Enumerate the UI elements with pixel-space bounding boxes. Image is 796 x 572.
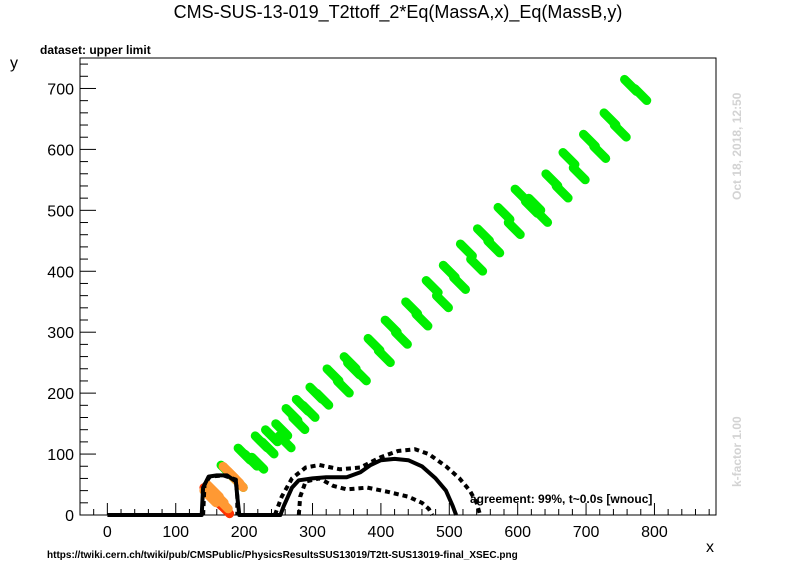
y-tick-label: 100 <box>47 447 74 464</box>
y-tick-label: 500 <box>47 203 74 220</box>
data-point <box>483 236 505 258</box>
contour-solid <box>107 456 458 517</box>
data-point <box>260 425 282 447</box>
plot-area: 0 100 200 300 400 500 600 700 800 0 100 200 300 400 50… <box>47 57 717 541</box>
plot-frame <box>79 57 717 516</box>
y-axis-label: y <box>10 55 18 72</box>
data-point <box>449 272 471 294</box>
data-point <box>421 276 443 297</box>
x-tick-label: 400 <box>368 524 395 541</box>
side-label-kfactor: k-factor 1.00 <box>730 416 744 487</box>
x-axis-label: x <box>706 539 714 556</box>
data-point <box>493 202 515 224</box>
y-tick-label: 400 <box>47 264 74 281</box>
agreement-annotation: agreement: 99%, t~0.0s [wnouc] <box>470 492 652 506</box>
data-point <box>349 364 371 386</box>
data-point <box>466 254 488 276</box>
data-point <box>431 291 453 313</box>
y-tick-label: 700 <box>47 81 74 98</box>
y-tick-label: 300 <box>47 325 74 342</box>
side-label-date: Oct 18, 2018, 12:50 <box>730 92 744 200</box>
y-tick-label: 600 <box>47 142 74 159</box>
data-point <box>211 492 233 514</box>
x-tick-label: 100 <box>162 524 189 541</box>
x-tick-label: 0 <box>103 524 112 541</box>
contour-dotted <box>201 473 240 516</box>
data-point <box>390 327 412 349</box>
data-point <box>274 431 296 453</box>
data-point <box>411 309 433 331</box>
data-point <box>568 163 590 185</box>
contour-dotted <box>273 447 483 516</box>
x-tick-label: 200 <box>231 524 258 541</box>
x-tick-label: 700 <box>573 524 600 541</box>
data-point <box>531 205 553 227</box>
y-tick-label: 0 <box>65 508 74 525</box>
data-point <box>247 452 269 474</box>
data-point <box>312 388 334 410</box>
x-tick-label: 300 <box>299 524 326 541</box>
data-point <box>271 419 293 441</box>
x-tick-label: 800 <box>641 524 668 541</box>
footer-url: https://twiki.cern.ch/twiki/pub/CMSPubli… <box>47 550 518 561</box>
contour-dotted <box>296 476 434 516</box>
y-tick-label: 200 <box>47 386 74 403</box>
data-point <box>551 181 573 203</box>
x-tick-label: 600 <box>504 524 531 541</box>
data-point <box>257 437 279 459</box>
data-point <box>609 120 631 142</box>
dataset-label: dataset: upper limit <box>40 43 151 57</box>
data-point <box>558 148 580 170</box>
data-point <box>589 141 611 163</box>
chart-title: CMS-SUS-13-019_T2ttoff_2*Eq(MassA,x)_Eq(… <box>174 2 623 23</box>
data-point <box>503 218 525 240</box>
data-point <box>332 376 354 398</box>
data-point <box>373 346 395 368</box>
x-tick-label: 500 <box>436 524 463 541</box>
data-point <box>455 239 477 261</box>
data-point <box>298 400 320 422</box>
data-point <box>288 413 310 435</box>
data-point <box>630 84 652 106</box>
